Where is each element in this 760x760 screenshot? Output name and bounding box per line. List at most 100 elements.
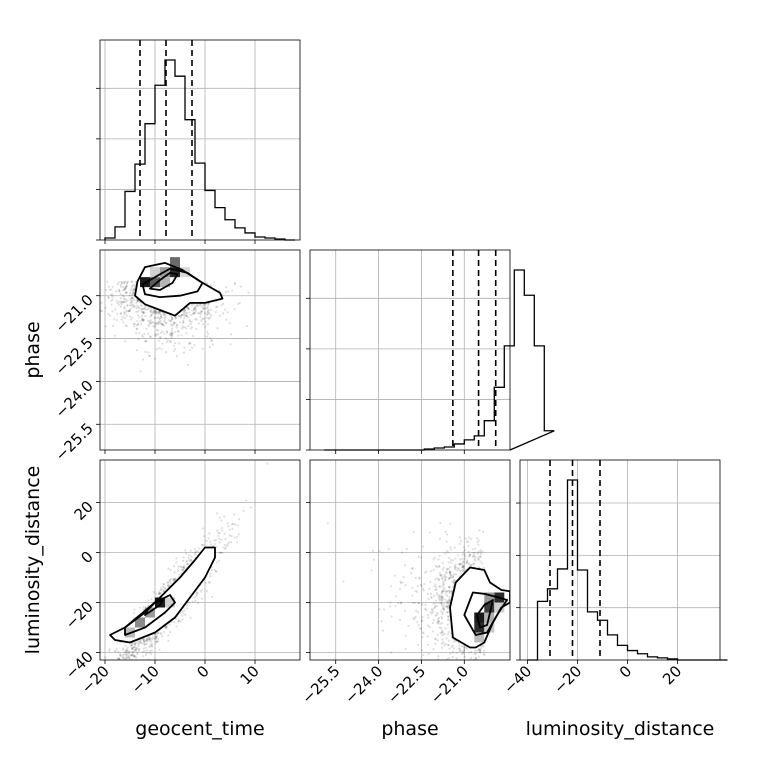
scatter-point xyxy=(136,300,139,303)
scatter-point xyxy=(140,661,142,663)
scatter-point xyxy=(468,555,471,558)
scatter-point xyxy=(390,651,393,654)
scatter-point xyxy=(179,316,182,319)
scatter-point xyxy=(149,319,152,322)
scatter-point xyxy=(435,588,438,591)
scatter-point xyxy=(453,565,456,568)
scatter-point xyxy=(169,579,172,583)
scatter-point xyxy=(214,310,217,314)
scatter-point xyxy=(443,632,446,636)
scatter-point xyxy=(455,651,458,655)
scatter-point xyxy=(103,689,105,691)
scatter-point xyxy=(445,571,449,574)
scatter-point xyxy=(421,631,424,634)
scatter-point xyxy=(446,643,450,647)
scatter-point xyxy=(174,330,177,334)
scatter-point xyxy=(440,670,442,672)
scatter-point xyxy=(415,590,419,593)
scatter-point xyxy=(128,309,131,312)
scatter-point xyxy=(189,342,192,345)
scatter-point xyxy=(117,650,120,653)
scatter-point xyxy=(133,325,136,328)
scatter-point xyxy=(183,317,186,320)
scatter-point xyxy=(130,644,133,647)
scatter-point xyxy=(209,540,212,543)
scatter-point xyxy=(181,321,185,324)
scatter-point xyxy=(117,664,119,666)
density-fill xyxy=(450,567,510,648)
scatter-point xyxy=(166,584,169,587)
scatter-point xyxy=(123,288,127,291)
scatter-point xyxy=(421,587,425,590)
scatter-point xyxy=(158,591,161,594)
scatter-point xyxy=(483,652,486,655)
scatter-point xyxy=(482,530,485,533)
scatter-point xyxy=(183,346,186,349)
scatter-point xyxy=(473,547,477,550)
contour-line xyxy=(134,262,224,317)
scatter-point xyxy=(440,646,444,649)
scatter-point xyxy=(142,638,145,641)
scatter-point xyxy=(123,300,126,303)
scatter-point xyxy=(141,307,144,311)
scatter-point xyxy=(394,595,398,598)
scatter-point xyxy=(180,566,183,569)
scatter-point xyxy=(128,291,132,295)
scatter-point xyxy=(152,311,155,314)
scatter-point xyxy=(206,313,209,317)
scatter-point xyxy=(116,312,119,316)
x-tick-label: −10 xyxy=(128,662,163,697)
scatter-point xyxy=(451,655,454,659)
scatter-point xyxy=(184,311,187,314)
scatter-point xyxy=(132,646,136,649)
scatter-point xyxy=(151,638,154,641)
scatter-point xyxy=(477,539,480,542)
scatter-point xyxy=(137,648,140,651)
scatter-point xyxy=(170,317,174,321)
scatter-point xyxy=(446,605,449,608)
scatter-point xyxy=(197,312,200,315)
scatter-point xyxy=(239,285,242,288)
scatter-point xyxy=(449,571,452,574)
scatter-point xyxy=(440,574,443,577)
x-axis-label-phase: phase xyxy=(381,718,438,740)
scatter-point xyxy=(442,583,445,586)
scatter-point xyxy=(461,564,465,567)
scatter-point xyxy=(159,588,162,592)
scatter-point xyxy=(126,280,130,283)
scatter-point xyxy=(143,332,146,336)
contour-line xyxy=(476,599,494,629)
scatter-point xyxy=(130,297,133,300)
scatter-point xyxy=(174,317,177,320)
scatter-point xyxy=(436,618,440,621)
scatter-point xyxy=(210,339,213,343)
scatter-point xyxy=(125,324,128,328)
scatter-point xyxy=(119,312,123,315)
scatter-point xyxy=(149,643,152,646)
scatter-point xyxy=(177,565,180,568)
scatter-point xyxy=(131,281,134,284)
scatter-point xyxy=(440,602,444,605)
scatter-point xyxy=(482,649,486,652)
scatter-point xyxy=(150,598,153,601)
scatter-point xyxy=(186,307,189,310)
scatter-point xyxy=(399,581,403,585)
scatter-point xyxy=(123,311,126,314)
scatter-point xyxy=(120,301,123,304)
scatter-point xyxy=(160,347,163,351)
scatter-point xyxy=(220,519,223,522)
scatter-point xyxy=(472,562,475,566)
scatter-point xyxy=(444,576,447,579)
density-cell xyxy=(135,617,145,628)
scatter-point xyxy=(155,316,159,319)
scatter-point xyxy=(414,615,417,619)
scatter-point xyxy=(108,648,111,651)
scatter-point xyxy=(454,565,457,569)
scatter-point xyxy=(471,555,474,558)
scatter-point xyxy=(200,319,203,322)
scatter-point xyxy=(446,618,449,621)
scatter-point xyxy=(181,610,184,613)
scatter-point xyxy=(473,658,476,660)
scatter-point xyxy=(480,646,483,649)
density-cell xyxy=(165,597,175,608)
